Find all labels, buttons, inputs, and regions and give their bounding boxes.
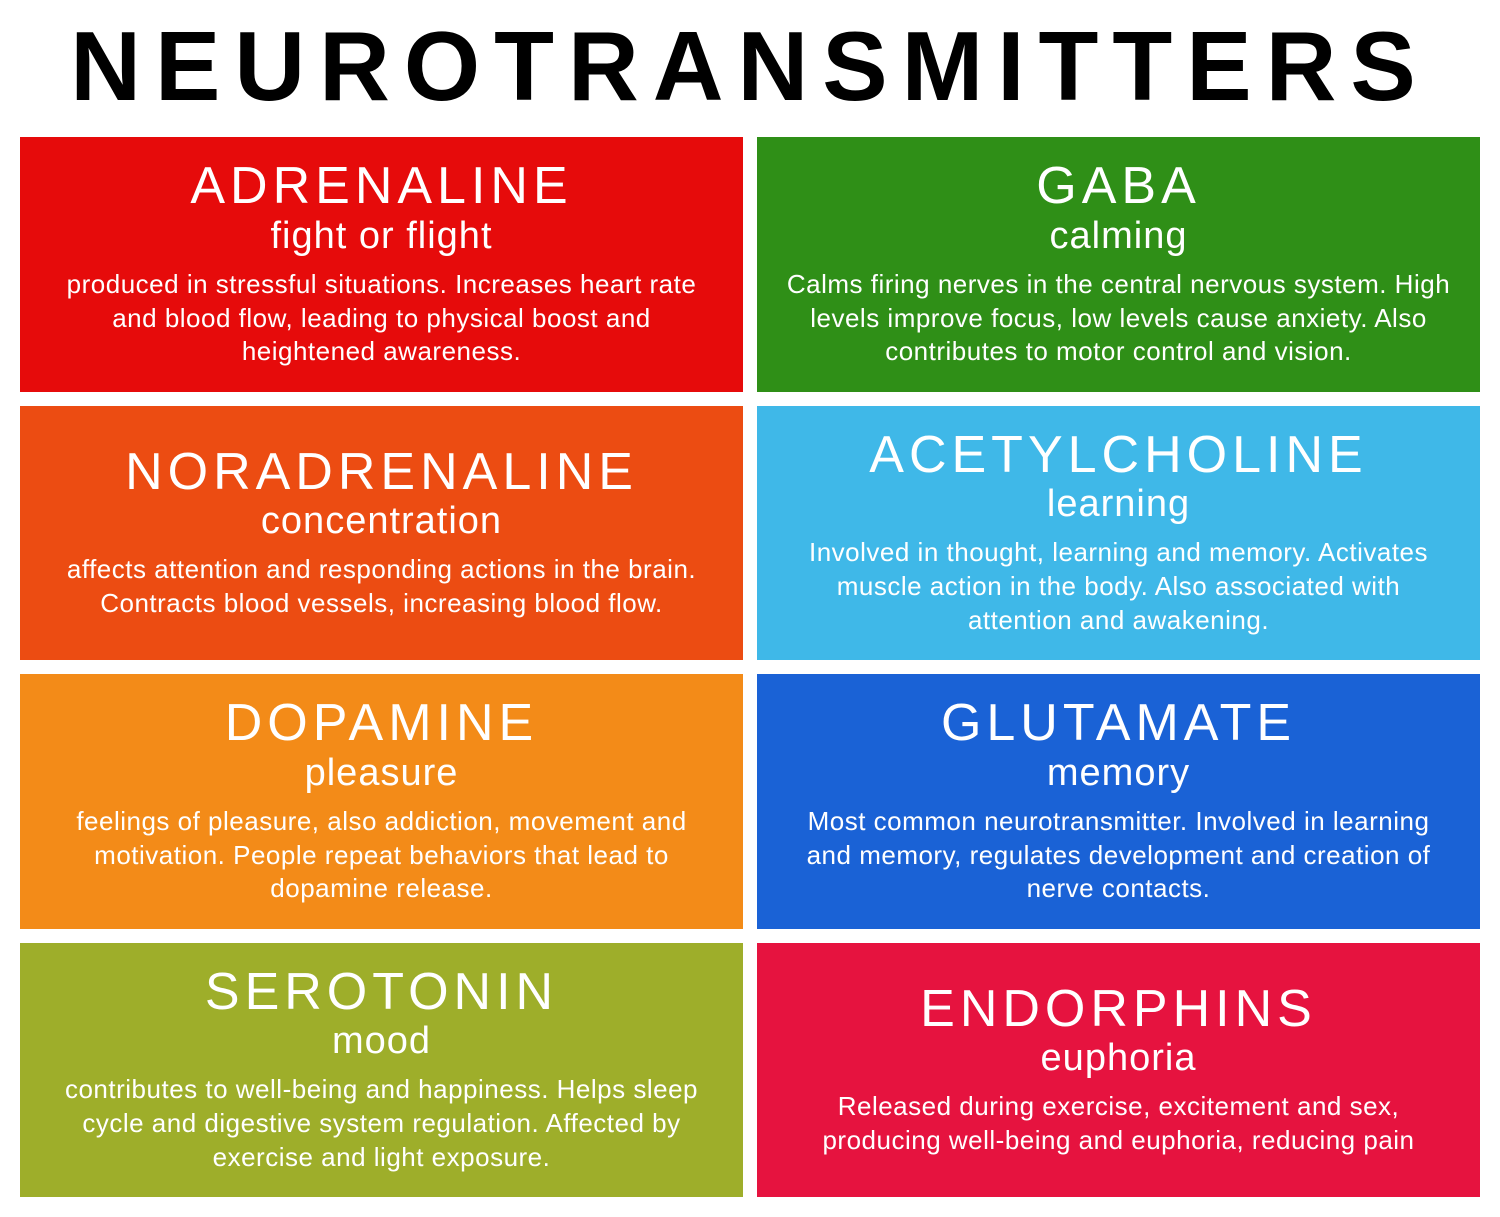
card-description: Released during exercise, excitement and…	[785, 1090, 1452, 1158]
card-subtitle: concentration	[261, 501, 502, 543]
card-name: SEROTONIN	[205, 965, 558, 1020]
card-acetylcholine: ACETYLCHOLINE learning Involved in thoug…	[757, 406, 1480, 661]
card-description: Involved in thought, learning and memory…	[785, 536, 1452, 637]
card-description: affects attention and responding actions…	[48, 553, 715, 621]
card-name: GLUTAMATE	[941, 696, 1296, 751]
page-title: NEUROTRANSMITTERS	[20, 10, 1480, 123]
card-subtitle: fight or flight	[271, 216, 493, 258]
card-subtitle: mood	[332, 1021, 431, 1063]
cards-grid: ADRENALINE fight or flight produced in s…	[20, 137, 1480, 1197]
card-description: feelings of pleasure, also addiction, mo…	[48, 805, 715, 906]
card-endorphins: ENDORPHINS euphoria Released during exer…	[757, 943, 1480, 1198]
card-name: ENDORPHINS	[920, 982, 1317, 1037]
card-subtitle: learning	[1047, 484, 1190, 526]
card-noradrenaline: NORADRENALINE concentration affects atte…	[20, 406, 743, 661]
card-name: GABA	[1036, 159, 1201, 214]
card-subtitle: euphoria	[1041, 1038, 1197, 1080]
card-description: Most common neurotransmitter. Involved i…	[785, 805, 1452, 906]
card-subtitle: calming	[1050, 216, 1188, 258]
card-name: ACETYLCHOLINE	[869, 428, 1367, 483]
card-glutamate: GLUTAMATE memory Most common neurotransm…	[757, 674, 1480, 929]
card-subtitle: memory	[1047, 753, 1190, 795]
card-name: ADRENALINE	[190, 159, 572, 214]
card-description: Calms firing nerves in the central nervo…	[785, 268, 1452, 369]
card-name: NORADRENALINE	[125, 445, 638, 500]
card-adrenaline: ADRENALINE fight or flight produced in s…	[20, 137, 743, 392]
card-name: DOPAMINE	[225, 696, 539, 751]
card-description: produced in stressful situations. Increa…	[48, 268, 715, 369]
card-description: contributes to well-being and happiness.…	[48, 1073, 715, 1174]
card-serotonin: SEROTONIN mood contributes to well-being…	[20, 943, 743, 1198]
card-dopamine: DOPAMINE pleasure feelings of pleasure, …	[20, 674, 743, 929]
card-gaba: GABA calming Calms firing nerves in the …	[757, 137, 1480, 392]
card-subtitle: pleasure	[305, 753, 459, 795]
